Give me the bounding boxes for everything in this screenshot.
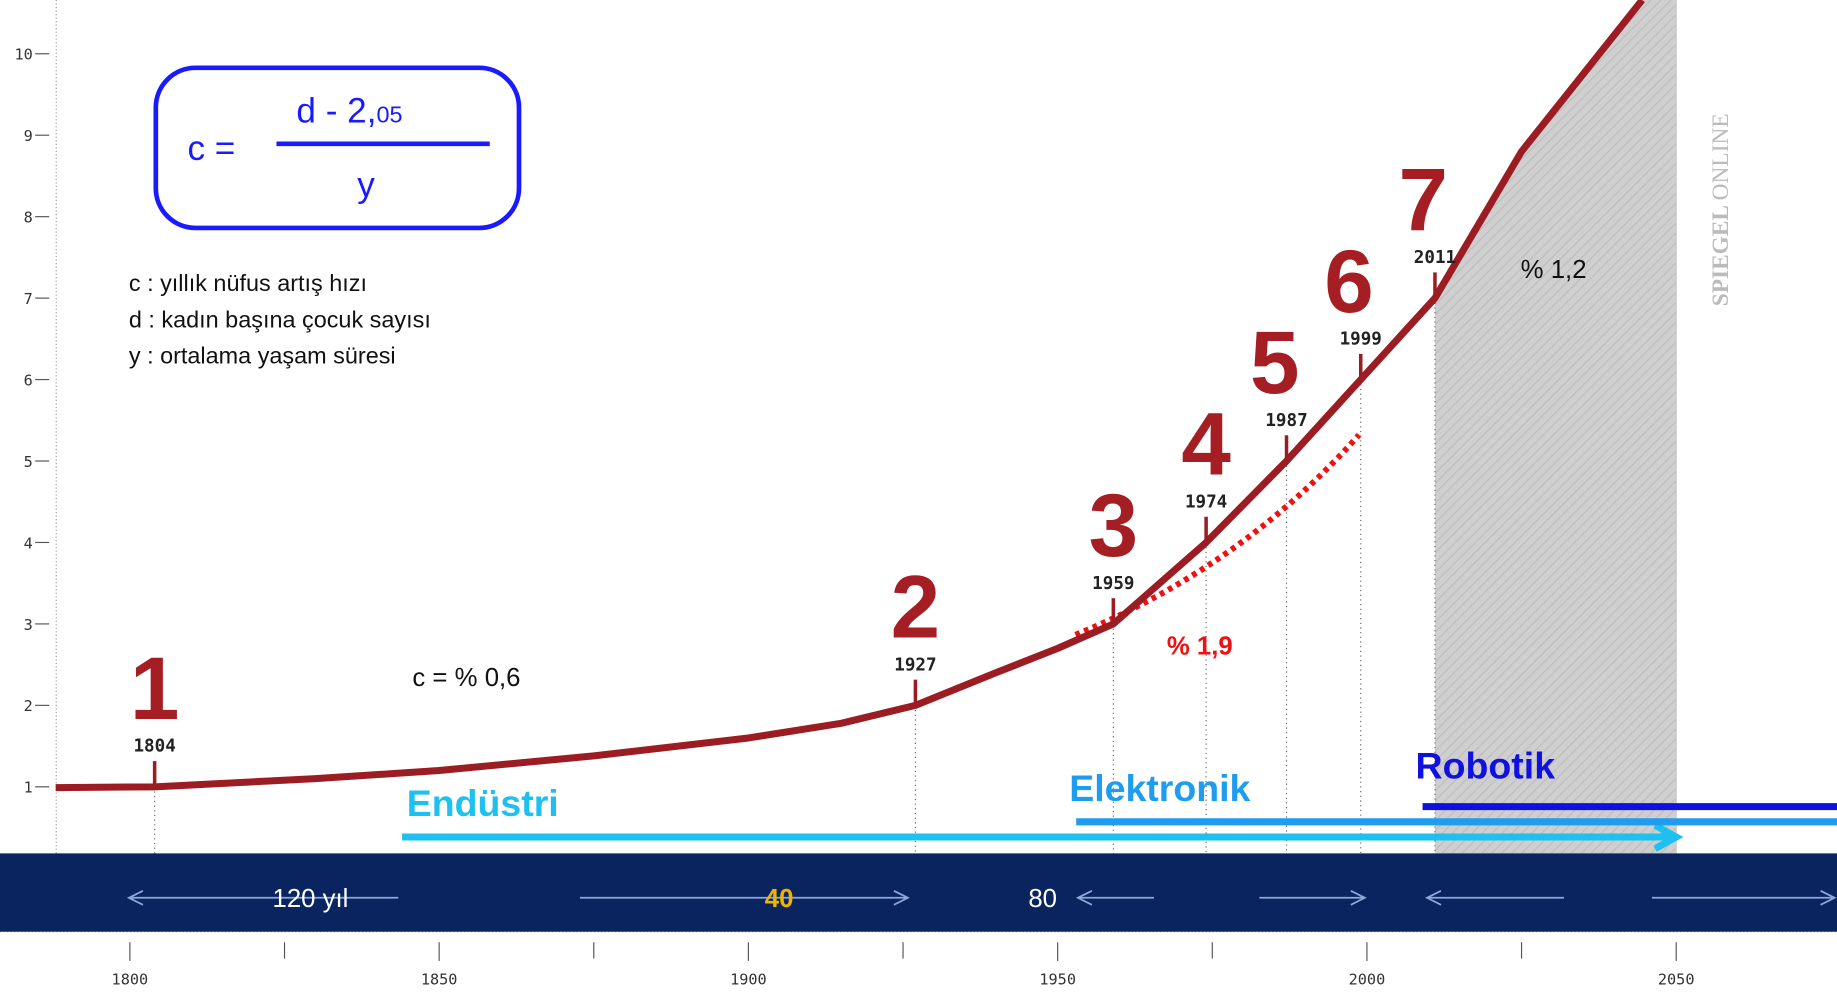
x-tick-label: 2000 (1349, 970, 1386, 988)
milestone-number: 7 (1398, 149, 1448, 249)
x-tick-label: 1900 (730, 970, 767, 988)
source: SPIEGEL ONLINE (1708, 113, 1734, 306)
definition: d : kadın başına çocuk sayısı (129, 306, 431, 332)
definition: c : yıllık nüfus artış hızı (129, 270, 367, 296)
numerator: d - 2, (296, 92, 376, 131)
era-label: Elektronik (1069, 767, 1250, 809)
forecast-shade (1434, 0, 1677, 854)
era-arrow (402, 822, 1684, 852)
milestone-number: 6 (1324, 231, 1374, 331)
milestone-year: 2011 (1414, 248, 1456, 268)
interval-label: 120 yıl (273, 885, 349, 913)
milestone-year: 1974 (1185, 492, 1227, 512)
milestone-year: 1959 (1092, 574, 1134, 594)
y-tick-label: 9 (24, 127, 33, 145)
numerator-small: 05 (376, 102, 402, 128)
annotation: % 1,9 (1167, 633, 1233, 661)
x-tick-label: 1850 (421, 970, 458, 988)
milestone-number: 5 (1250, 312, 1300, 412)
source-brand: SPIEGEL (1708, 205, 1734, 306)
interval-label: 80 (1028, 885, 1057, 913)
milestone-number: 3 (1089, 475, 1139, 575)
interval-band (0, 853, 1837, 932)
formula-lhs: c = (187, 129, 235, 168)
source-suffix: ONLINE (1708, 113, 1734, 200)
y-tick-label: 2 (24, 697, 33, 715)
milestone-year: 1927 (894, 655, 936, 675)
annotation: % 1,2 (1521, 256, 1587, 284)
population-line (55, 0, 1645, 792)
milestone-year: 1999 (1340, 330, 1382, 350)
era-label: Endüstri (407, 782, 559, 824)
y-tick-label: 10 (14, 46, 32, 64)
formula-box (153, 65, 522, 231)
milestone-year: 1987 (1265, 411, 1307, 431)
y-tick-label: 6 (24, 371, 33, 389)
x-tick-label: 1950 (1039, 970, 1076, 988)
era-label: Robotik (1416, 745, 1556, 787)
y-tick-label: 8 (24, 209, 33, 227)
x-tick-label: 2050 (1658, 970, 1695, 988)
milestone-number: 2 (891, 557, 941, 657)
y-tick-label: 1 (24, 779, 33, 797)
y-tick-label: 5 (24, 453, 33, 471)
definition: y : ortalama yaşam süresi (129, 343, 396, 369)
milestone-number: 4 (1181, 394, 1231, 494)
x-tick-label: 1800 (112, 970, 149, 988)
milestone-year: 1804 (133, 737, 175, 757)
formula-denominator: y (357, 165, 375, 204)
interval-arrows (126, 890, 1837, 906)
interval-label: 40 (765, 885, 794, 913)
y-tick-label: 7 (24, 290, 33, 308)
formula-numerator: d - 2,05 (296, 92, 402, 131)
y-tick-label: 4 (24, 534, 33, 552)
annotation: c = % 0,6 (412, 664, 520, 692)
milestone-number: 1 (130, 638, 180, 738)
y-tick-label: 3 (24, 616, 33, 634)
